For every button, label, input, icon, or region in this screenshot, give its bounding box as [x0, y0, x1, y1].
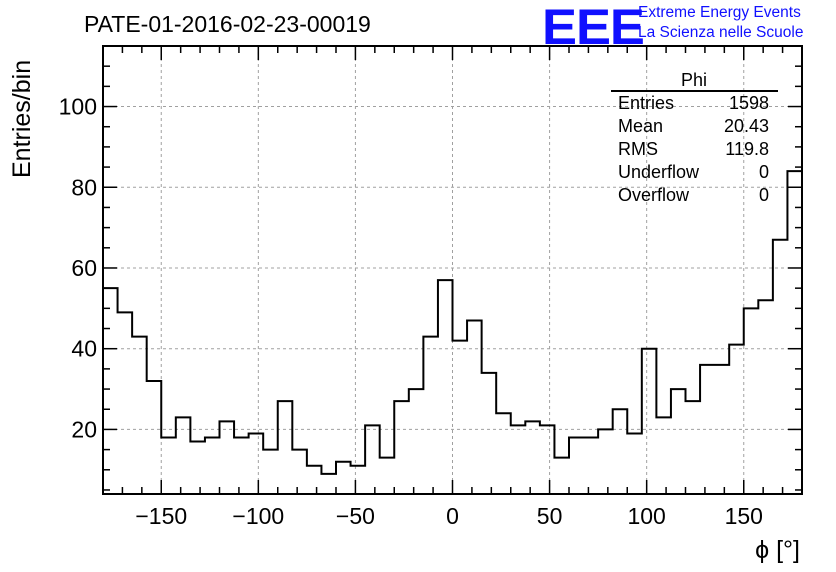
stats-title: Phi	[681, 70, 707, 90]
stats-value: 0	[759, 162, 769, 182]
y-axis-label: Entries/bin	[8, 60, 36, 178]
histogram-line	[102, 66, 803, 494]
x-tick-label: −50	[336, 503, 375, 529]
axis-ticks	[103, 45, 803, 494]
plot-frame	[102, 45, 803, 495]
y-tick-label: 100	[59, 94, 97, 120]
y-tick-labels: 20 40 60 80 100	[59, 94, 97, 443]
stats-label: Mean	[618, 116, 663, 136]
chart-title: PATE-01-2016-02-23-00019	[84, 11, 371, 37]
stats-label: RMS	[618, 139, 658, 159]
grid	[103, 46, 802, 494]
stats-box: Phi Entries 1598 Mean 20.43 RMS 119.8 Underflo…	[611, 70, 778, 205]
stats-value: 119.8	[725, 139, 769, 159]
logo-line-2: La Scienza nelle Scuole	[638, 24, 804, 41]
y-tick-label: 60	[71, 255, 97, 281]
x-tick-labels: −150 −100 −50 0 50 100 150	[135, 503, 763, 529]
y-tick-label: 80	[71, 174, 97, 200]
x-tick-label: 100	[627, 503, 665, 529]
eee-logo: EEE	[542, 0, 645, 55]
stats-value: 1598	[729, 93, 769, 113]
x-tick-label: 0	[446, 503, 459, 529]
x-tick-label: 150	[725, 503, 763, 529]
x-tick-label: −100	[232, 503, 284, 529]
stats-label: Overflow	[618, 185, 690, 205]
x-tick-label: −150	[135, 503, 187, 529]
stats-label: Underflow	[618, 162, 700, 182]
x-tick-label: 50	[537, 503, 563, 529]
x-axis-label: ϕ [°]	[755, 536, 800, 564]
stats-value: 0	[759, 185, 769, 205]
logo-line-1: Extreme Energy Events	[638, 4, 801, 21]
y-tick-label: 40	[71, 336, 97, 362]
stats-value: 20.43	[724, 116, 769, 136]
stats-label: Entries	[618, 93, 674, 113]
y-tick-label: 20	[71, 416, 97, 442]
